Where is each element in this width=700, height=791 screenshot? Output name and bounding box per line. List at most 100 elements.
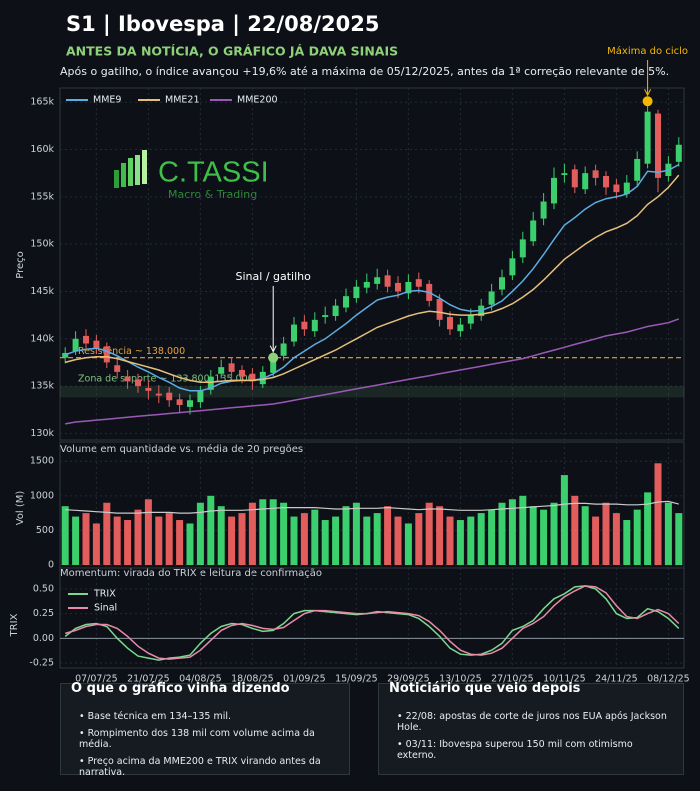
volume-bar bbox=[425, 502, 433, 565]
y-tick-label: 1500 bbox=[30, 456, 54, 467]
logo-name: C.TASSI bbox=[158, 157, 269, 189]
candle-body bbox=[291, 324, 297, 342]
candle-body bbox=[280, 343, 287, 356]
candle-body bbox=[207, 376, 214, 390]
right-box: Noticiário que veio depois • 22/08: apos… bbox=[378, 681, 684, 775]
support-zone bbox=[60, 386, 684, 398]
support-label: Zona de suporte ~ 133.800–135.000 bbox=[78, 374, 254, 385]
ema-line bbox=[64, 163, 680, 392]
x-tick-label: 10/11/25 bbox=[543, 674, 586, 685]
volume-bar bbox=[82, 513, 90, 565]
volume-bar bbox=[675, 513, 683, 565]
candle-body bbox=[405, 281, 412, 294]
volume-bar bbox=[311, 509, 319, 565]
x-tick-label: 27/10/25 bbox=[491, 674, 534, 685]
volume-bar bbox=[165, 513, 173, 565]
volume-bar bbox=[228, 516, 236, 565]
candle-body bbox=[488, 291, 495, 305]
x-tick-label: 08/12/25 bbox=[647, 674, 690, 685]
y-tick-label: 130k bbox=[30, 428, 54, 439]
signal-label: Sinal / gatilho bbox=[236, 270, 312, 283]
candle-body bbox=[457, 324, 464, 332]
y-tick-label: 500 bbox=[36, 525, 54, 536]
volume-bar bbox=[529, 506, 537, 565]
candle-body bbox=[561, 173, 568, 176]
candle-body bbox=[436, 299, 443, 320]
volume-bar bbox=[321, 520, 329, 565]
candle-body bbox=[166, 392, 173, 401]
volume-bar bbox=[103, 502, 111, 565]
candle-body bbox=[603, 176, 609, 188]
y-tick-label: 165k bbox=[30, 97, 54, 108]
x-tick-label: 04/08/25 bbox=[179, 674, 222, 685]
box-title: O que o gráfico vinha dizendo bbox=[71, 681, 290, 696]
volume-bar bbox=[644, 492, 652, 565]
y-tick-label: -0.25 bbox=[29, 658, 54, 669]
volume-bar bbox=[176, 520, 184, 565]
volume-bar bbox=[72, 516, 80, 565]
max-point bbox=[642, 96, 653, 107]
logo-tagline: Macro & Trading bbox=[168, 188, 257, 201]
candle-body bbox=[155, 393, 162, 396]
max-label: Máxima do ciclo bbox=[607, 45, 688, 57]
logo-icon bbox=[114, 150, 147, 188]
chart-title: S1 | Ibovespa | 22/08/2025 bbox=[66, 12, 379, 37]
candle-body bbox=[197, 390, 204, 403]
candle-body bbox=[655, 113, 661, 178]
volume-bar bbox=[217, 506, 225, 565]
candle-body bbox=[343, 296, 349, 308]
volume-bar bbox=[186, 523, 194, 565]
x-tick-label: 21/07/25 bbox=[127, 674, 170, 685]
candle-body bbox=[72, 338, 79, 352]
signal-arrowhead bbox=[269, 345, 277, 353]
candle-body bbox=[530, 220, 537, 242]
candle-body bbox=[519, 239, 526, 258]
volume-bar bbox=[623, 520, 631, 565]
candle-body bbox=[145, 387, 152, 391]
volume-bar bbox=[592, 516, 600, 565]
candle-body bbox=[135, 379, 141, 387]
candle-body bbox=[62, 352, 69, 358]
volume-axis-label: Vol (M) bbox=[15, 491, 26, 526]
volume-bar bbox=[196, 502, 204, 565]
y-tick-label: 1000 bbox=[30, 490, 54, 501]
candle-body bbox=[228, 363, 235, 372]
y-tick-label: 140k bbox=[30, 333, 54, 344]
volume-bar bbox=[259, 499, 267, 565]
bullet: • Rompimento dos 138 mil com volume acim… bbox=[79, 728, 315, 750]
candle-body bbox=[249, 373, 256, 382]
resistance-label: Resistência ~ 138.000 bbox=[78, 346, 185, 357]
volume-bar bbox=[612, 513, 620, 565]
left-box: O que o gráfico vinha dizendo • Base téc… bbox=[60, 681, 350, 778]
candle-body bbox=[353, 286, 360, 299]
legend-label: MME21 bbox=[165, 95, 199, 106]
volume-bar bbox=[61, 506, 69, 565]
volume-bar bbox=[155, 516, 163, 565]
volume-bar bbox=[92, 523, 100, 565]
chart-description: Após o gatilho, o índice avançou +19,6% … bbox=[60, 65, 669, 78]
volume-bar bbox=[352, 502, 360, 565]
x-tick-label: 13/10/25 bbox=[439, 674, 482, 685]
candle-body bbox=[374, 277, 381, 284]
candle-body bbox=[582, 173, 589, 190]
volume-bar bbox=[342, 506, 350, 565]
volume-bar bbox=[363, 516, 371, 565]
candle-body bbox=[270, 357, 277, 373]
volume-bar bbox=[384, 506, 392, 565]
legend-label: MME9 bbox=[93, 95, 121, 106]
candle-body bbox=[634, 158, 641, 181]
candle-body bbox=[301, 321, 308, 330]
volume-bar bbox=[654, 463, 662, 565]
ema-line bbox=[65, 318, 680, 425]
volume-bar bbox=[446, 516, 454, 565]
volume-bar bbox=[332, 516, 340, 565]
bullet: • 22/08: apostas de corte de juros nos E… bbox=[397, 711, 667, 733]
candle-body bbox=[551, 177, 557, 204]
x-tick-label: 07/07/25 bbox=[75, 674, 118, 685]
candle-body bbox=[239, 369, 245, 377]
candle-body bbox=[613, 184, 620, 193]
volume-bar bbox=[300, 513, 308, 565]
volume-bar bbox=[508, 499, 516, 565]
volume-bar bbox=[467, 516, 475, 565]
volume-bar bbox=[144, 499, 152, 565]
